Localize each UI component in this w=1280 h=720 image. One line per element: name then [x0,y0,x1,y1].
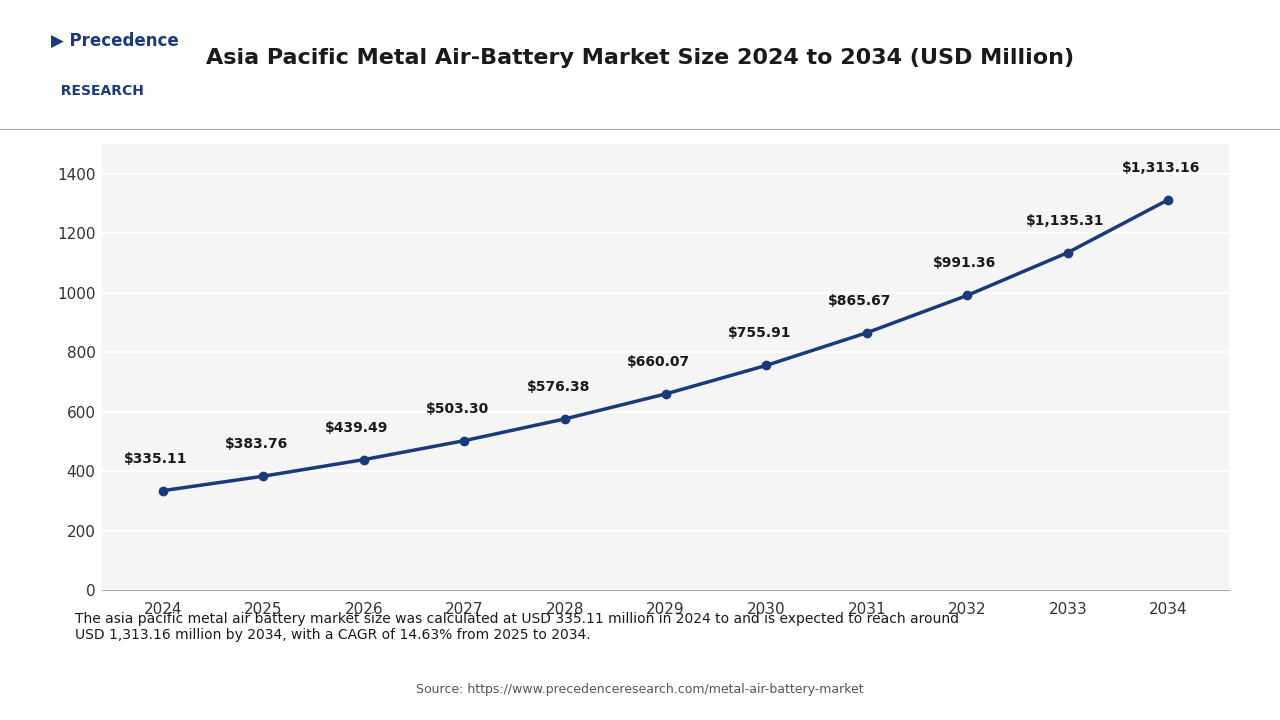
Text: $576.38: $576.38 [526,380,590,394]
Text: $439.49: $439.49 [325,420,389,435]
Text: Source: https://www.precedenceresearch.com/metal-air-battery-market: Source: https://www.precedenceresearch.c… [416,683,864,696]
Text: $335.11: $335.11 [124,451,188,466]
Text: $503.30: $503.30 [426,402,489,415]
Text: $1,313.16: $1,313.16 [1123,161,1201,175]
Text: $865.67: $865.67 [828,294,891,307]
Text: RESEARCH: RESEARCH [51,84,145,98]
Text: $755.91: $755.91 [727,326,791,341]
Text: $1,135.31: $1,135.31 [1025,214,1105,228]
Text: Asia Pacific Metal Air-Battery Market Size 2024 to 2034 (USD Million): Asia Pacific Metal Air-Battery Market Si… [206,48,1074,68]
Text: The asia pacific metal air battery market size was calculated at USD 335.11 mill: The asia pacific metal air battery marke… [74,612,959,642]
Text: $660.07: $660.07 [627,355,690,369]
Text: ▶ Precedence: ▶ Precedence [51,32,179,50]
Text: $383.76: $383.76 [225,437,288,451]
Text: $991.36: $991.36 [933,256,996,271]
